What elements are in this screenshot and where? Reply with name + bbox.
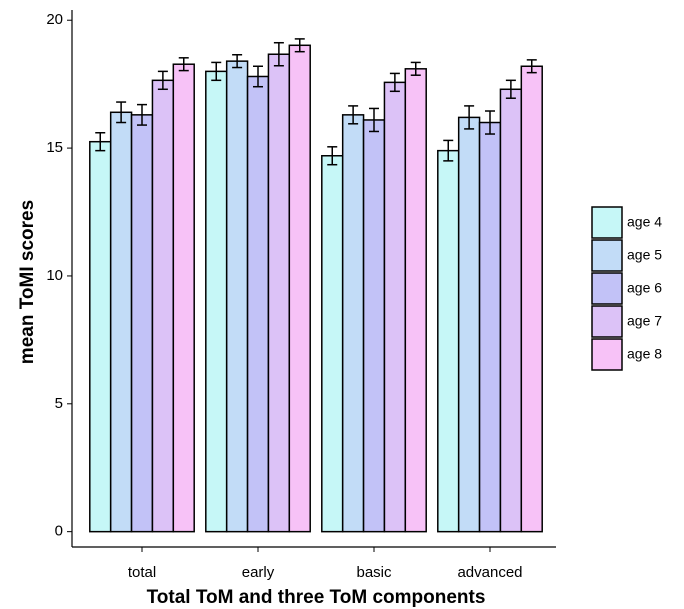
bar bbox=[151, 79, 175, 533]
bar bbox=[288, 44, 311, 533]
error-bar bbox=[443, 139, 454, 162]
legend-swatch bbox=[591, 206, 623, 239]
bar bbox=[383, 81, 407, 533]
error-bar bbox=[464, 105, 475, 130]
bar bbox=[321, 155, 344, 533]
bar bbox=[109, 111, 133, 533]
x-tick-label: advanced bbox=[457, 564, 522, 581]
legend-swatch bbox=[591, 272, 623, 305]
y-tick-label: 0 bbox=[55, 523, 63, 540]
error-bar bbox=[410, 61, 421, 76]
bar bbox=[362, 119, 386, 533]
y-tick-label: 15 bbox=[46, 139, 63, 156]
y-tick-label: 20 bbox=[46, 11, 63, 28]
legend-swatch bbox=[591, 239, 623, 272]
error-bar bbox=[232, 54, 243, 69]
error-bar bbox=[116, 101, 127, 124]
error-bar bbox=[95, 131, 106, 152]
bar bbox=[341, 114, 365, 533]
legend-swatch bbox=[591, 305, 623, 338]
error-bar bbox=[327, 146, 338, 166]
bar bbox=[225, 60, 249, 533]
bar bbox=[520, 65, 543, 533]
error-bar bbox=[211, 61, 222, 82]
error-bar bbox=[505, 79, 516, 99]
bar bbox=[457, 116, 481, 533]
error-bar bbox=[369, 107, 379, 133]
y-tick-label: 10 bbox=[46, 267, 63, 284]
legend-label: age 8 bbox=[627, 346, 662, 362]
bar bbox=[478, 121, 502, 533]
error-bar bbox=[253, 65, 263, 88]
bar bbox=[267, 53, 291, 533]
y-tick-label: 5 bbox=[55, 395, 63, 412]
legend-label: age 7 bbox=[627, 313, 662, 329]
y-axis-title: mean ToMI scores bbox=[17, 200, 38, 364]
legend-label: age 4 bbox=[627, 214, 662, 230]
legend-swatch bbox=[591, 338, 623, 371]
x-axis-title: Total ToM and three ToM components bbox=[147, 587, 486, 608]
error-bar bbox=[137, 103, 147, 126]
bar bbox=[89, 140, 112, 533]
x-tick-label: early bbox=[242, 564, 275, 581]
error-bar bbox=[178, 57, 189, 72]
error-bar bbox=[294, 38, 305, 53]
bar bbox=[404, 68, 427, 533]
error-bar bbox=[157, 70, 168, 91]
error-bar bbox=[485, 110, 495, 135]
error-bar bbox=[389, 72, 400, 93]
bar bbox=[246, 75, 270, 533]
x-tick-label: total bbox=[128, 564, 156, 581]
bar bbox=[499, 88, 523, 533]
error-bar bbox=[348, 105, 359, 125]
error-bar bbox=[273, 41, 284, 67]
x-tick-label: basic bbox=[356, 564, 392, 581]
bar bbox=[205, 70, 228, 533]
error-bar bbox=[526, 59, 537, 74]
bar bbox=[172, 63, 195, 533]
bar bbox=[130, 114, 154, 533]
bar bbox=[437, 149, 460, 533]
legend-label: age 5 bbox=[627, 247, 662, 263]
legend-label: age 6 bbox=[627, 280, 662, 296]
